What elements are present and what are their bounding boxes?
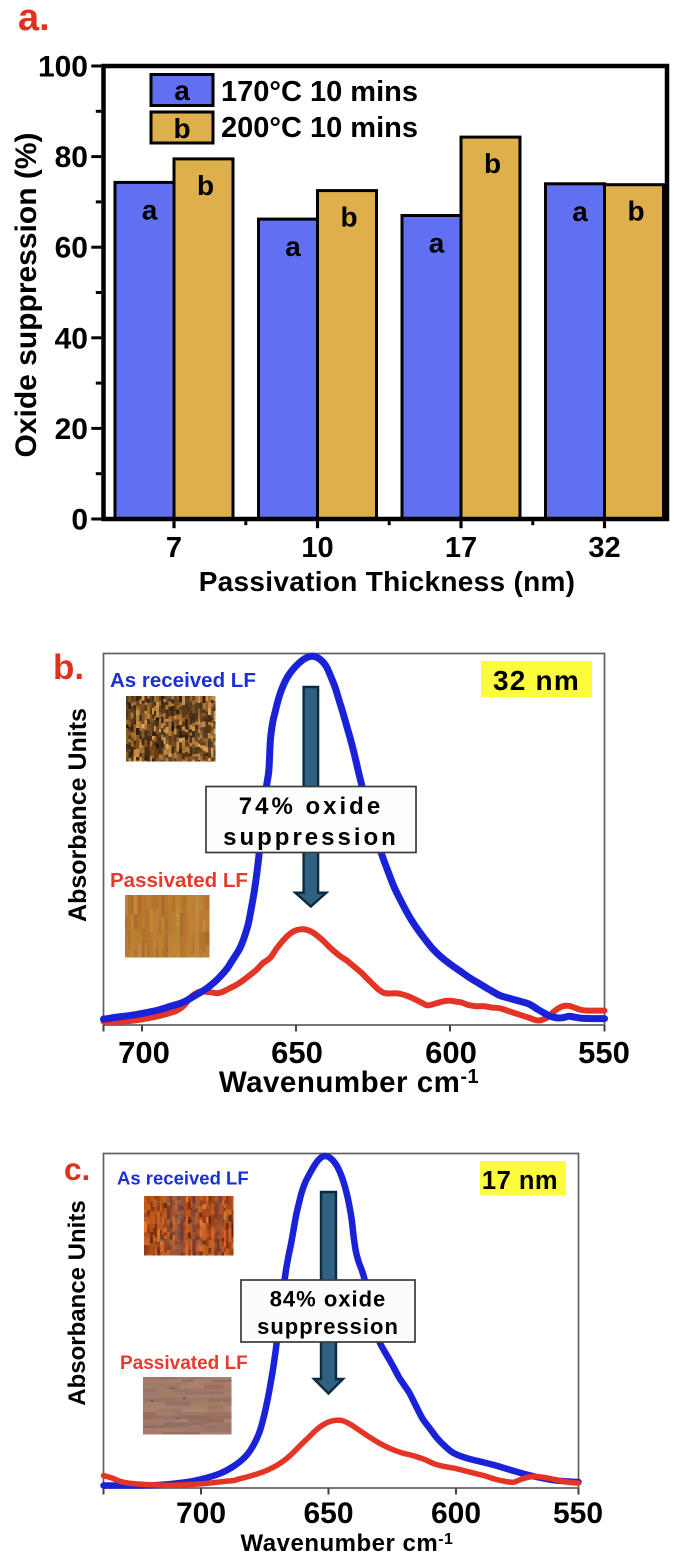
svg-text:As received LF: As received LF xyxy=(117,1168,249,1189)
svg-text:Absorbance Units: Absorbance Units xyxy=(64,1200,91,1405)
svg-text:550: 550 xyxy=(578,1035,630,1070)
svg-text:84% oxide: 84% oxide xyxy=(270,1287,387,1312)
svg-text:60: 60 xyxy=(55,232,88,265)
svg-text:100: 100 xyxy=(38,51,88,84)
svg-text:650: 650 xyxy=(303,1497,353,1530)
svg-text:170°C 10 mins: 170°C 10 mins xyxy=(221,76,418,108)
svg-text:Passivation Thickness (nm): Passivation Thickness (nm) xyxy=(199,566,576,597)
svg-text:b: b xyxy=(340,202,357,233)
svg-text:Wavenumber cm-1: Wavenumber cm-1 xyxy=(219,1066,479,1099)
svg-text:32 nm: 32 nm xyxy=(493,665,580,696)
svg-text:700: 700 xyxy=(118,1035,170,1070)
svg-text:700: 700 xyxy=(176,1497,226,1530)
svg-text:80: 80 xyxy=(55,141,88,174)
svg-text:a: a xyxy=(142,194,158,225)
svg-text:Passivated LF: Passivated LF xyxy=(120,1353,248,1374)
svg-text:c.: c. xyxy=(64,1151,90,1187)
svg-text:b: b xyxy=(197,170,214,201)
svg-text:b: b xyxy=(627,196,644,227)
svg-text:Passivated LF: Passivated LF xyxy=(110,869,248,892)
svg-text:600: 600 xyxy=(431,1497,481,1530)
svg-text:200°C 10 mins: 200°C 10 mins xyxy=(221,112,418,144)
svg-text:Wavenumber cm-1: Wavenumber cm-1 xyxy=(241,1530,454,1557)
svg-text:As received LF: As received LF xyxy=(110,669,256,692)
svg-text:a: a xyxy=(429,228,445,259)
svg-text:600: 600 xyxy=(425,1035,477,1070)
svg-text:650: 650 xyxy=(271,1035,323,1070)
svg-text:Oxide suppression (%): Oxide suppression (%) xyxy=(10,132,43,457)
svg-text:32: 32 xyxy=(588,532,620,564)
svg-text:17 nm: 17 nm xyxy=(482,1167,558,1195)
svg-text:suppression: suppression xyxy=(257,1314,399,1339)
svg-text:b: b xyxy=(484,148,501,179)
svg-text:7: 7 xyxy=(166,532,182,564)
svg-text:suppression: suppression xyxy=(223,824,399,851)
svg-text:17: 17 xyxy=(445,532,477,564)
svg-text:a: a xyxy=(174,75,190,106)
svg-text:Absorbance Units: Absorbance Units xyxy=(64,708,92,922)
svg-text:b: b xyxy=(173,113,190,144)
svg-text:40: 40 xyxy=(55,322,88,355)
svg-text:10: 10 xyxy=(301,532,333,564)
svg-text:a.: a. xyxy=(18,0,50,39)
svg-text:b.: b. xyxy=(53,648,84,687)
svg-text:0: 0 xyxy=(71,504,88,537)
svg-text:a: a xyxy=(572,196,588,227)
svg-text:550: 550 xyxy=(553,1497,603,1530)
svg-text:74% oxide: 74% oxide xyxy=(239,793,383,820)
svg-text:a: a xyxy=(285,231,301,262)
svg-text:20: 20 xyxy=(55,413,88,446)
